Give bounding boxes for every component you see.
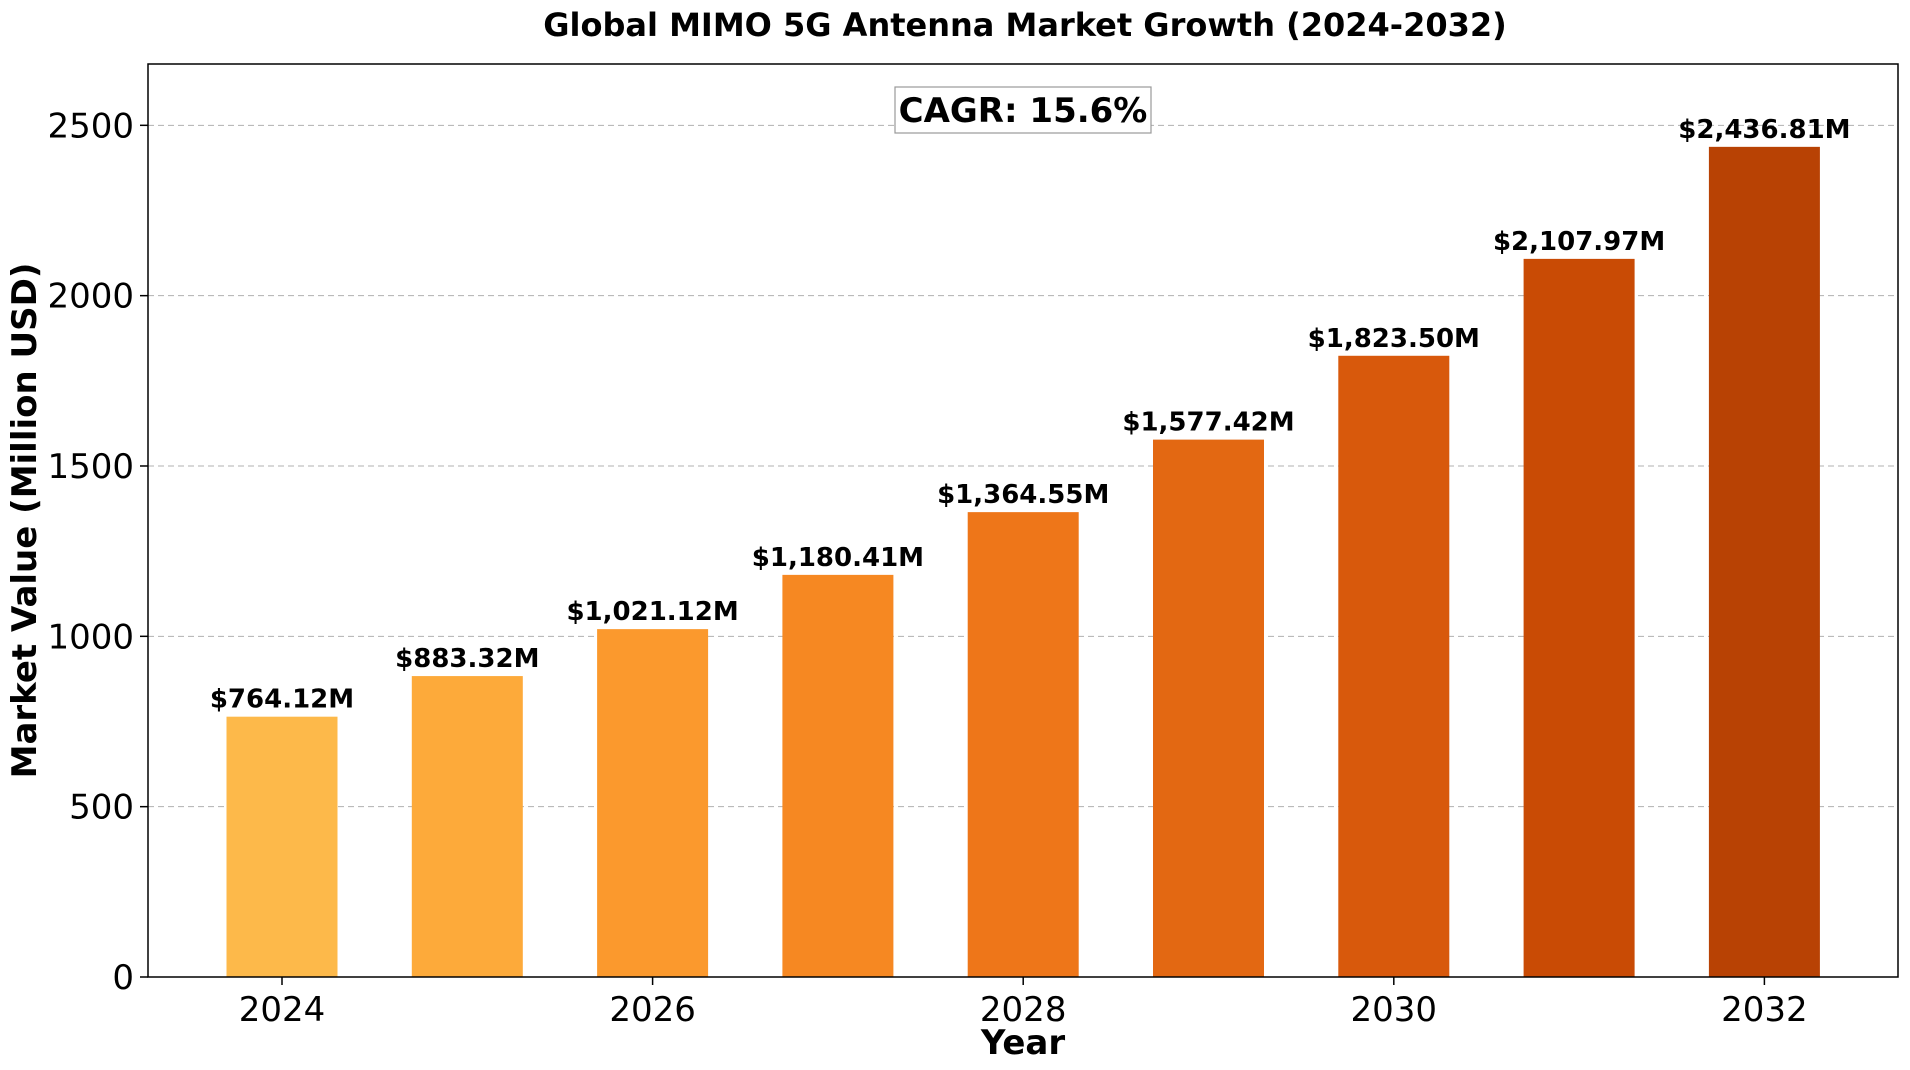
data-label-2032: $2,436.81M xyxy=(1678,115,1850,145)
data-label-2026: $1,021.12M xyxy=(566,597,738,627)
bar-2024 xyxy=(226,716,338,977)
x-tick-label: 2030 xyxy=(1351,990,1438,1030)
bar-2028 xyxy=(967,512,1079,977)
chart-title: Global MIMO 5G Antenna Market Growth (20… xyxy=(543,6,1507,44)
y-tick-label: 0 xyxy=(112,958,134,998)
data-label-2031: $2,107.97M xyxy=(1493,227,1665,257)
y-tick-label: 2500 xyxy=(47,106,134,146)
x-tick-label: 2024 xyxy=(239,990,326,1030)
data-labels: $764.12M $883.32M $1,021.12M $1,180.41M $1,3… xyxy=(210,115,1851,715)
data-label-2027: $1,180.41M xyxy=(752,543,924,573)
bars xyxy=(226,146,1820,978)
bar-2029 xyxy=(1153,439,1264,977)
bar-2025 xyxy=(411,676,523,977)
y-tick-label: 1000 xyxy=(47,617,134,657)
y-tick-label: 2000 xyxy=(47,277,134,317)
data-label-2030: $1,823.50M xyxy=(1308,324,1480,354)
data-label-2025: $883.32M xyxy=(395,644,539,674)
x-axis-ticks: 2024 2026 2028 2030 2032 xyxy=(239,977,1808,1030)
bar-2026 xyxy=(597,629,709,977)
x-tick-label: 2028 xyxy=(980,990,1067,1030)
x-tick-label: 2026 xyxy=(609,990,696,1030)
data-label-2028: $1,364.55M xyxy=(937,480,1109,510)
y-axis-ticks: 0 500 1000 1500 2000 2500 xyxy=(47,106,148,998)
cagr-annotation-text: CAGR: 15.6% xyxy=(899,91,1148,131)
x-tick-label: 2032 xyxy=(1721,990,1808,1030)
bar-2027 xyxy=(782,574,894,977)
y-tick-label: 1500 xyxy=(47,447,134,487)
cagr-annotation-box xyxy=(894,86,1152,134)
y-tick-label: 500 xyxy=(69,788,134,828)
bar-2031 xyxy=(1523,258,1635,977)
x-axis-label: Year xyxy=(980,1023,1066,1063)
y-axis-label: Market Value (Million USD) xyxy=(5,263,45,779)
bar-2032 xyxy=(1708,146,1820,978)
bar-2030 xyxy=(1338,355,1450,977)
data-label-2024: $764.12M xyxy=(210,685,354,715)
data-label-2029: $1,577.42M xyxy=(1122,408,1294,438)
cagr-annotation: CAGR: 15.6% xyxy=(894,86,1152,134)
